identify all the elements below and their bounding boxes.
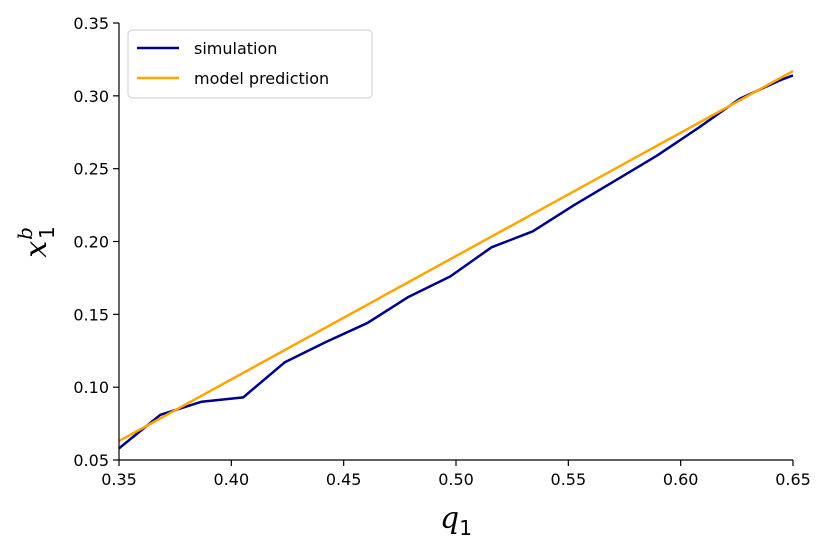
svg-text:xb1: xb1 bbox=[13, 226, 59, 257]
y-ticks: 0.05 0.10 0.15 0.20 0.25 0.30 0.35 bbox=[73, 14, 119, 470]
x-tick-label: 0.35 bbox=[101, 470, 137, 489]
x-tick-label: 0.50 bbox=[438, 470, 474, 489]
x-ticks: 0.35 0.40 0.45 0.50 0.55 0.60 0.65 bbox=[101, 460, 811, 489]
legend-box bbox=[127, 29, 373, 99]
y-tick-label: 0.35 bbox=[73, 14, 109, 33]
series-lines bbox=[118, 69, 794, 450]
y-tick-label: 0.20 bbox=[73, 233, 109, 252]
legend: simulation model prediction bbox=[127, 29, 373, 99]
y-tick-label: 0.05 bbox=[73, 451, 109, 470]
series-line-simulation bbox=[118, 74, 794, 450]
legend-label-simulation: simulation bbox=[194, 39, 277, 58]
x-tick-label: 0.60 bbox=[663, 470, 699, 489]
x-tick-label: 0.55 bbox=[551, 470, 587, 489]
y-tick-label: 0.15 bbox=[73, 305, 109, 324]
x-axis-label: q1 bbox=[440, 501, 472, 540]
y-tick-label: 0.25 bbox=[73, 160, 109, 179]
y-tick-label: 0.10 bbox=[73, 378, 109, 397]
legend-label-model-prediction: model prediction bbox=[194, 69, 329, 88]
x-tick-label: 0.65 bbox=[775, 470, 811, 489]
y-tick-label: 0.30 bbox=[73, 87, 109, 106]
x-tick-label: 0.40 bbox=[214, 470, 250, 489]
y-axis-label: xb1 bbox=[13, 226, 59, 257]
x-tick-label: 0.45 bbox=[326, 470, 362, 489]
series-line-model-prediction bbox=[118, 69, 794, 443]
